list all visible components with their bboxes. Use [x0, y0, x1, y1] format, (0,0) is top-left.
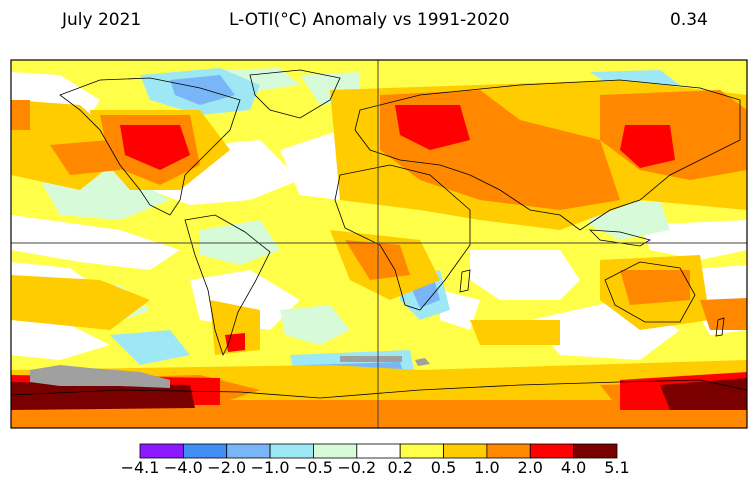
- colorbar-bin: [399, 443, 444, 459]
- map-title: L-OTI(°C) Anomaly vs 1991-2020: [229, 10, 510, 30]
- map-field: [11, 60, 747, 428]
- no-data-regions: [30, 356, 430, 388]
- colorbar-bin: [269, 443, 314, 459]
- colorbar-tick-label: 4.0: [560, 458, 587, 477]
- coastlines: [11, 69, 747, 399]
- colorbar-tick-label: −4.0: [163, 458, 203, 477]
- very-hot-regions: [11, 378, 747, 410]
- colorbar-tick-label: −0.5: [294, 458, 333, 477]
- colorbar-tick-label: −4.1: [120, 458, 160, 477]
- colorbar-bin: [226, 443, 271, 459]
- period-label: July 2021: [62, 10, 142, 30]
- colorbar-tick-label: −1.0: [250, 458, 290, 477]
- colorbar-bin: [573, 443, 618, 459]
- colorbar-bin: [443, 443, 488, 459]
- colorbar-bin: [139, 443, 184, 459]
- colorbar-bin: [486, 443, 531, 459]
- colorbar-tick-label: 0.2: [387, 458, 413, 477]
- colorbar-tick-label: 1.0: [474, 458, 500, 477]
- colorbar-tick-label: −2.0: [207, 458, 247, 477]
- global-mean-value: 0.34: [670, 10, 708, 30]
- colorbar-tick-label: 0.5: [430, 458, 457, 477]
- map-frame: [10, 59, 748, 429]
- colorbar-tick-label: −0.2: [337, 458, 377, 477]
- colorbar-bin: [529, 443, 575, 459]
- colorbar: [139, 443, 618, 459]
- colorbar-tick-label: 5.1: [604, 458, 630, 477]
- colorbar-bin: [182, 443, 228, 459]
- colorbar-bin: [356, 443, 401, 459]
- colorbar-tick-label: 2.0: [517, 458, 543, 477]
- colorbar-bin: [313, 443, 358, 459]
